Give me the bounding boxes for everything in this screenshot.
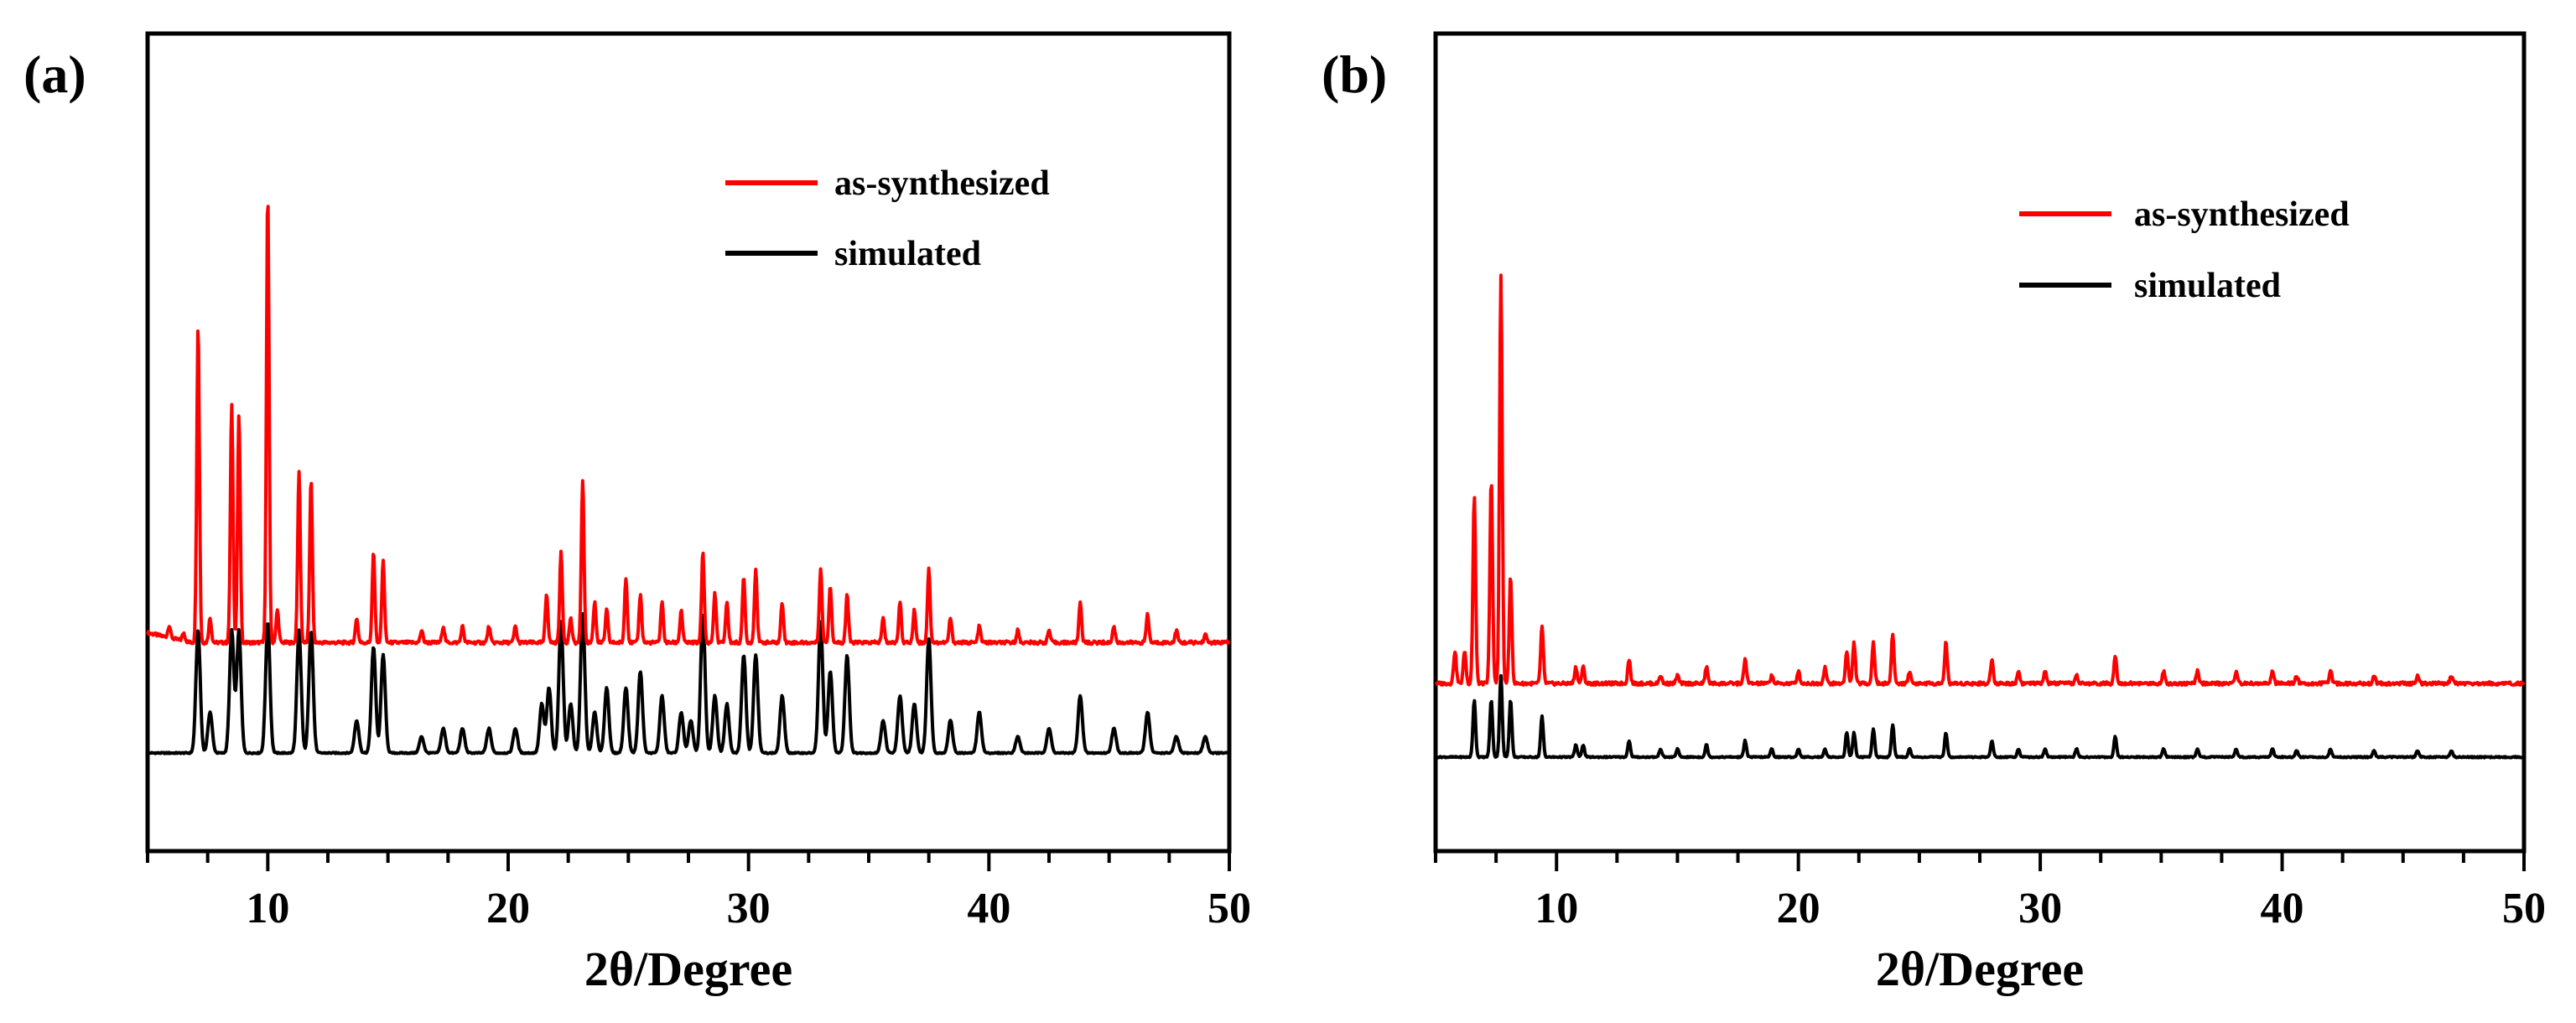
panel-a: (a) 10 20 30 40 50 2θ/Degree as-synthesized … — [23, 31, 1251, 996]
series-line-simulated — [146, 612, 1231, 756]
panel-b-legend-simulated: simulated — [2134, 267, 2281, 305]
x-tick-label: 10 — [1535, 885, 1578, 932]
x-tick-label: 10 — [246, 885, 289, 932]
panel-a-series-layer — [146, 205, 1231, 756]
panel-a-tick-layer: 10 20 30 40 50 — [146, 851, 1251, 932]
panel-b-legend-as-synthesized: as-synthesized — [2134, 195, 2350, 234]
panel-b-tick-layer: 10 20 30 40 50 — [1434, 851, 2546, 932]
panel-b-plot-frame — [1433, 31, 2527, 854]
panel-b-legend: as-synthesized simulated — [2019, 195, 2350, 305]
panel-a-label: (a) — [23, 44, 86, 104]
x-tick-label: 30 — [2018, 885, 2062, 932]
x-tick-label: 40 — [2261, 885, 2304, 932]
panel-b-x-axis-title: 2θ/Degree — [1876, 942, 2084, 996]
panel-a-legend-simulated: simulated — [834, 235, 981, 273]
x-tick-label: 30 — [727, 885, 771, 932]
series-line-as-synthesized — [146, 205, 1231, 647]
panel-b: (b) 10 20 30 40 50 2θ/Degree as-synthesized … — [1322, 31, 2546, 996]
x-tick-label: 50 — [2502, 885, 2546, 932]
series-line-as-synthesized — [1434, 273, 2526, 688]
series-line-simulated — [1434, 673, 2526, 760]
panel-b-series-layer — [1434, 273, 2526, 760]
panel-a-legend-as-synthesized: as-synthesized — [834, 164, 1050, 203]
panel-a-x-axis-title: 2θ/Degree — [584, 942, 792, 996]
panel-b-label: (b) — [1322, 44, 1387, 104]
x-tick-label: 40 — [967, 885, 1010, 932]
x-tick-label: 50 — [1208, 885, 1251, 932]
x-tick-label: 20 — [1777, 885, 1820, 932]
x-tick-label: 20 — [486, 885, 530, 932]
panel-a-legend: as-synthesized simulated — [725, 164, 1050, 273]
